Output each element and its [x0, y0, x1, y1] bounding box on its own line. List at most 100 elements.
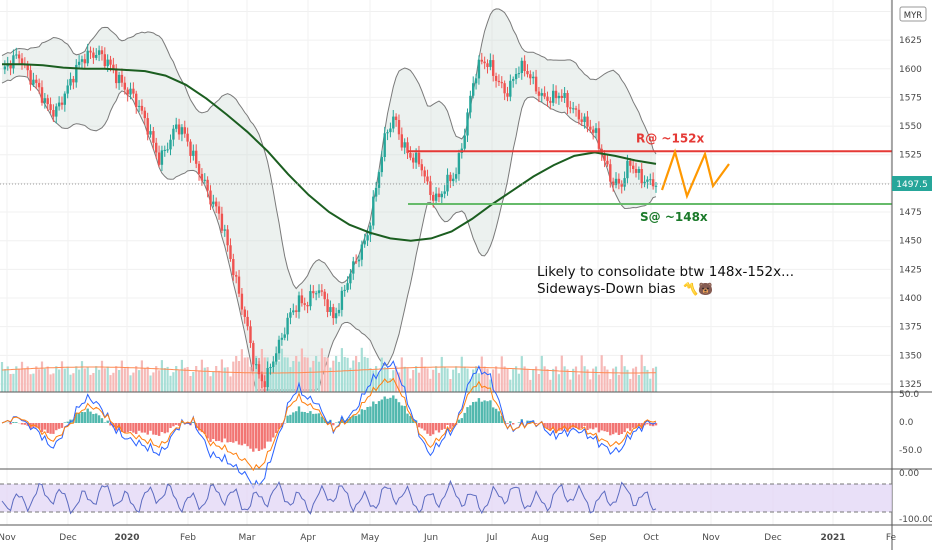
- candle-body: [272, 361, 275, 367]
- volume-bar: [426, 368, 429, 392]
- volume-bar: [654, 366, 658, 392]
- volume-bar: [475, 366, 478, 392]
- candle-body: [380, 157, 383, 173]
- candle-body: [177, 124, 181, 135]
- macd-histogram-bar: [517, 422, 521, 423]
- candle-body: [489, 60, 492, 67]
- currency-label: MYR: [904, 11, 923, 21]
- candle-body: [606, 160, 609, 165]
- time-tick-label: Jul: [486, 533, 498, 543]
- candle-body: [494, 76, 498, 81]
- volume-bar: [140, 360, 143, 392]
- volume-bar: [563, 366, 566, 392]
- time-tick-label: Feb: [180, 533, 196, 543]
- macd-histogram-bar: [429, 423, 432, 436]
- macd-histogram-bar: [249, 423, 252, 449]
- macd-histogram-bar: [594, 423, 598, 428]
- macd-histogram-bar: [123, 423, 126, 433]
- volume-bar: [626, 369, 629, 392]
- candle-body: [354, 261, 358, 263]
- candle-body: [37, 82, 41, 88]
- volume-bar: [452, 369, 455, 392]
- volume-bar: [612, 368, 615, 392]
- macd-histogram-bar: [546, 423, 549, 429]
- macd-histogram-bar: [609, 423, 612, 436]
- candle-body: [163, 149, 166, 151]
- volume-bar: [623, 366, 626, 392]
- macd-histogram-bar: [349, 417, 352, 423]
- macd-histogram-bar: [474, 401, 478, 423]
- candle-body: [537, 91, 541, 96]
- volume-bar: [589, 379, 592, 392]
- volume-bar: [629, 378, 632, 392]
- candle-body: [309, 291, 312, 307]
- macd-histogram-bar: [574, 423, 578, 428]
- volume-bar: [512, 369, 515, 392]
- volume-bar: [515, 366, 518, 392]
- volume-bar: [535, 366, 538, 392]
- macd-histogram-bar: [289, 414, 292, 423]
- time-tick-label: Dec: [59, 533, 76, 543]
- volume-bar: [72, 373, 75, 392]
- candle-body: [123, 82, 126, 90]
- candle-body: [280, 337, 284, 340]
- volume-bar: [240, 349, 243, 392]
- candle-body: [369, 225, 372, 236]
- volume-bar: [312, 360, 315, 392]
- candle-body: [400, 134, 403, 148]
- candle-body: [640, 169, 643, 184]
- volume-bar: [317, 361, 321, 392]
- macd-histogram-bar: [200, 423, 204, 433]
- volume-bar: [252, 361, 255, 392]
- candle-body: [580, 119, 583, 122]
- volume-bar: [6, 366, 9, 392]
- macd-histogram-bar: [640, 423, 643, 429]
- candle-body: [66, 85, 69, 94]
- candle-body: [474, 78, 478, 84]
- candle-body: [440, 193, 443, 198]
- macd-histogram-bar: [169, 423, 172, 428]
- last-price-tag: [892, 176, 932, 191]
- candle-body: [457, 153, 461, 175]
- candle-body: [329, 307, 332, 312]
- candle-body: [352, 261, 355, 274]
- macd-histogram-bar: [277, 423, 281, 430]
- macd-histogram-bar: [332, 423, 335, 426]
- candle-body: [266, 368, 269, 388]
- volume-bar: [209, 376, 212, 392]
- candle-body: [15, 54, 18, 56]
- candle-body: [603, 154, 606, 161]
- volume-bar: [569, 379, 572, 392]
- candle-body: [423, 170, 426, 177]
- macd-histogram-bar: [406, 413, 409, 423]
- macd-histogram-bar: [449, 423, 452, 429]
- candle-body: [383, 133, 386, 157]
- macd-histogram-bar: [240, 423, 244, 446]
- macd-histogram-bar: [577, 423, 581, 429]
- macd-histogram-bar: [374, 404, 378, 423]
- volume-bar: [275, 356, 278, 392]
- volume-bar: [129, 375, 132, 392]
- volume-bar: [149, 375, 152, 392]
- macd-histogram-bar: [260, 423, 264, 450]
- candle-body: [292, 310, 295, 313]
- candle-body: [360, 244, 363, 260]
- volume-bar: [549, 379, 552, 392]
- time-axis: Nov Dec 2020 Feb Mar Apr May Jun Jul Aug Sep Oct Nov…: [0, 533, 897, 543]
- candle-body: [277, 339, 281, 354]
- macd-histogram-bar: [614, 423, 618, 433]
- volume-bar: [617, 374, 620, 392]
- macd-histogram-bar: [337, 421, 341, 423]
- volume-bar: [403, 366, 406, 392]
- volume-bar: [566, 369, 569, 392]
- candle-body: [112, 64, 115, 70]
- volume-bar: [237, 361, 241, 392]
- macd-histogram-bar: [403, 405, 406, 423]
- candle-body: [337, 309, 341, 314]
- volume-bar: [574, 366, 578, 392]
- candle-body: [443, 191, 446, 194]
- macd-histogram-bar: [220, 423, 224, 443]
- volume-bar: [46, 366, 49, 392]
- candle-body: [237, 276, 241, 294]
